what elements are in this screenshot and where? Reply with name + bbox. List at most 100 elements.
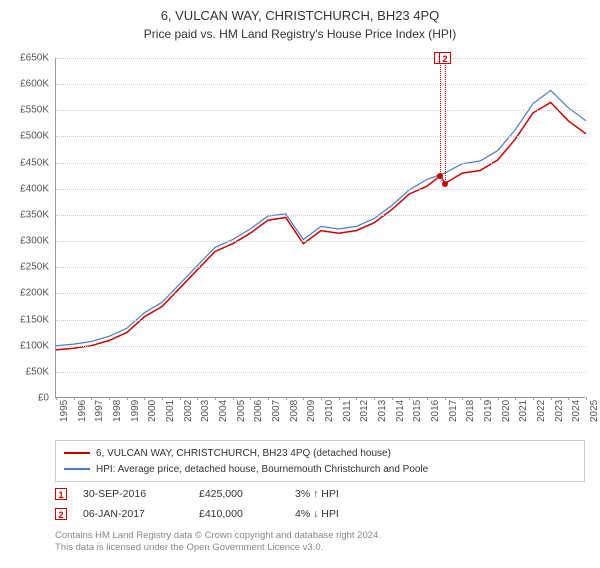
y-tick-label: £50K — [0, 366, 49, 377]
x-tick — [303, 397, 304, 400]
y-tick-label: £600K — [0, 79, 49, 90]
sales-delta-2: 4% ↓ HPI — [295, 508, 375, 520]
x-tick-label: 2004 — [218, 400, 229, 422]
x-tick — [445, 397, 446, 400]
x-tick — [339, 397, 340, 400]
y-tick-label: £100K — [0, 340, 49, 351]
x-tick — [392, 397, 393, 400]
grid-line — [56, 241, 586, 242]
x-tick-label: 2022 — [536, 400, 547, 422]
x-tick — [268, 397, 269, 400]
sale-marker-line — [445, 58, 446, 184]
sales-date-1: 30-SEP-2016 — [83, 488, 183, 500]
grid-line — [56, 215, 586, 216]
x-tick-label: 2020 — [501, 400, 512, 422]
legend-box: 6, VULCAN WAY, CHRISTCHURCH, BH23 4PQ (d… — [55, 440, 585, 482]
footnote-line1: Contains HM Land Registry data © Crown c… — [55, 530, 585, 542]
sales-marker-2: 2 — [55, 508, 67, 520]
x-tick — [144, 397, 145, 400]
x-tick-label: 1995 — [59, 400, 70, 422]
x-tick-label: 2008 — [289, 400, 300, 422]
x-tick — [427, 397, 428, 400]
x-tick-label: 2024 — [571, 400, 582, 422]
sale-point — [437, 173, 443, 179]
sale-marker-box: 2 — [439, 52, 451, 64]
x-tick — [480, 397, 481, 400]
sales-row-2: 2 06-JAN-2017 £410,000 4% ↓ HPI — [55, 504, 585, 524]
chart-container: 6, VULCAN WAY, CHRISTCHURCH, BH23 4PQ Pr… — [0, 8, 600, 568]
x-tick — [321, 397, 322, 400]
x-tick-label: 2003 — [200, 400, 211, 422]
x-tick — [568, 397, 569, 400]
legend-swatch-subject — [64, 452, 90, 454]
sales-row-1: 1 30-SEP-2016 £425,000 3% ↑ HPI — [55, 484, 585, 504]
x-tick — [551, 397, 552, 400]
x-tick — [586, 397, 587, 400]
line-series-svg — [56, 58, 586, 398]
legend-item-subject: 6, VULCAN WAY, CHRISTCHURCH, BH23 4PQ (d… — [64, 445, 576, 461]
grid-line — [56, 189, 586, 190]
x-tick — [127, 397, 128, 400]
y-tick-label: £550K — [0, 105, 49, 116]
legend-label-subject: 6, VULCAN WAY, CHRISTCHURCH, BH23 4PQ (d… — [96, 448, 391, 459]
x-tick — [374, 397, 375, 400]
sales-price-2: £410,000 — [199, 508, 279, 520]
x-tick — [409, 397, 410, 400]
x-tick-label: 2019 — [483, 400, 494, 422]
x-tick — [498, 397, 499, 400]
grid-line — [56, 84, 586, 85]
x-tick-label: 2013 — [377, 400, 388, 422]
sales-marker-1: 1 — [55, 488, 67, 500]
footnote: Contains HM Land Registry data © Crown c… — [55, 530, 585, 555]
x-tick-label: 2002 — [183, 400, 194, 422]
grid-line — [56, 346, 586, 347]
x-tick — [250, 397, 251, 400]
x-tick-label: 2018 — [465, 400, 476, 422]
y-tick-label: £0 — [0, 393, 49, 404]
grid-line — [56, 372, 586, 373]
grid-line — [56, 293, 586, 294]
x-tick — [74, 397, 75, 400]
x-tick — [233, 397, 234, 400]
x-tick-label: 2011 — [342, 400, 353, 422]
sales-delta-1: 3% ↑ HPI — [295, 488, 375, 500]
grid-line — [56, 163, 586, 164]
x-tick-label: 2025 — [589, 400, 600, 422]
x-tick — [286, 397, 287, 400]
x-tick-label: 2005 — [236, 400, 247, 422]
x-tick — [533, 397, 534, 400]
x-tick-label: 2017 — [448, 400, 459, 422]
x-tick-label: 2010 — [324, 400, 335, 422]
x-tick-label: 2000 — [147, 400, 158, 422]
x-tick — [356, 397, 357, 400]
x-tick-label: 2023 — [554, 400, 565, 422]
y-tick-label: £250K — [0, 262, 49, 273]
x-tick — [91, 397, 92, 400]
grid-line — [56, 136, 586, 137]
footnote-line2: This data is licensed under the Open Gov… — [55, 542, 585, 554]
x-tick — [56, 397, 57, 400]
x-tick-label: 2007 — [271, 400, 282, 422]
x-tick — [515, 397, 516, 400]
x-tick-label: 1997 — [94, 400, 105, 422]
y-tick-label: £150K — [0, 314, 49, 325]
y-tick-label: £650K — [0, 53, 49, 64]
sales-table: 1 30-SEP-2016 £425,000 3% ↑ HPI 2 06-JAN… — [55, 484, 585, 524]
x-tick-label: 2009 — [306, 400, 317, 422]
y-tick-label: £500K — [0, 131, 49, 142]
y-tick-label: £300K — [0, 236, 49, 247]
x-tick-label: 2001 — [165, 400, 176, 422]
sales-price-1: £425,000 — [199, 488, 279, 500]
x-tick-label: 2015 — [412, 400, 423, 422]
chart-plot-area: £0£50K£100K£150K£200K£250K£300K£350K£400… — [55, 58, 585, 398]
x-tick — [462, 397, 463, 400]
x-tick — [197, 397, 198, 400]
x-tick — [180, 397, 181, 400]
x-tick-label: 2021 — [518, 400, 529, 422]
sale-marker-line — [440, 58, 441, 176]
y-tick-label: £350K — [0, 209, 49, 220]
sale-point — [442, 181, 448, 187]
legend-label-hpi: HPI: Average price, detached house, Bour… — [96, 464, 428, 475]
x-tick-label: 2014 — [395, 400, 406, 422]
x-tick-label: 2006 — [253, 400, 264, 422]
